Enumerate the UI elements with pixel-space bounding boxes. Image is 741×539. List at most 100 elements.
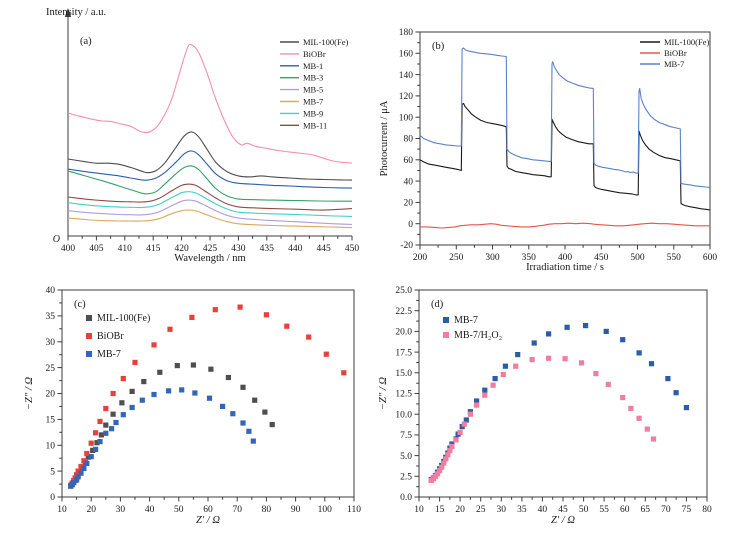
series-line bbox=[67, 43, 353, 164]
panel-letter: (c) bbox=[74, 299, 86, 310]
chart-panel-d: 10 15 20 25 30 35 40 45 50 55 60 65 70 75 80 0.0 2.5 5.0 7… bbox=[378, 286, 712, 526]
x-tick-label: 250 bbox=[449, 253, 464, 263]
data-point bbox=[84, 450, 90, 457]
data-point bbox=[628, 405, 634, 411]
y-axis-label: −Z″ / Ω bbox=[24, 377, 35, 410]
data-point bbox=[81, 465, 87, 472]
data-point bbox=[166, 388, 172, 394]
x-axis-label: Z′ / Ω bbox=[196, 515, 220, 526]
data-point bbox=[110, 390, 116, 397]
x-tick-label: 80 bbox=[262, 505, 272, 515]
data-point bbox=[103, 430, 109, 436]
legend-label: MB-7 bbox=[303, 97, 323, 107]
data-point bbox=[139, 397, 145, 403]
data-point bbox=[263, 312, 269, 318]
data-point bbox=[93, 430, 99, 436]
x-tick-label: 300 bbox=[485, 253, 500, 263]
x-tick-label: 50 bbox=[579, 505, 589, 515]
data-point bbox=[262, 409, 268, 415]
y-tick-label: 100 bbox=[399, 113, 414, 123]
y-tick-label: 15.0 bbox=[395, 369, 412, 379]
data-point bbox=[482, 392, 488, 398]
data-point bbox=[190, 362, 196, 368]
data-point bbox=[434, 471, 441, 477]
y-tick-label: 20 bbox=[404, 199, 414, 209]
y-tick-label: 7.5 bbox=[400, 431, 412, 441]
legend-label: MIL-100(Fe) bbox=[303, 37, 348, 47]
x-tick-label: 10 bbox=[414, 505, 424, 515]
data-point bbox=[500, 371, 506, 378]
data-point bbox=[225, 374, 231, 381]
x-tick-label: 110 bbox=[347, 505, 361, 515]
x-tick-label: 40 bbox=[145, 505, 155, 515]
data-point bbox=[167, 326, 173, 332]
x-tick-label: 405 bbox=[89, 244, 104, 254]
data-point bbox=[564, 324, 570, 330]
legend-swatch-square bbox=[86, 315, 92, 321]
data-point bbox=[90, 447, 96, 453]
chart-panel-c: 10 20 30 40 50 60 70 80 90 100 110 0 5 10 15 20 25 30 35 40… bbox=[24, 286, 361, 526]
data-point bbox=[449, 443, 455, 450]
data-point bbox=[240, 420, 246, 426]
series-line bbox=[67, 209, 353, 229]
legend-label: MB-7 bbox=[97, 349, 121, 360]
y-tick-label: 40 bbox=[46, 286, 56, 296]
legend-label: MB-11 bbox=[303, 120, 327, 130]
data-point bbox=[636, 415, 642, 421]
data-point bbox=[673, 390, 679, 396]
y-tick-label: 22.5 bbox=[395, 307, 412, 317]
y-tick-label: 35 bbox=[46, 312, 56, 322]
data-point bbox=[447, 448, 453, 454]
x-tick-label: 15 bbox=[435, 505, 445, 515]
y-tick-label: 180 bbox=[399, 28, 414, 38]
x-tick-label: 450 bbox=[345, 244, 360, 254]
series-line bbox=[67, 131, 353, 181]
data-point bbox=[515, 352, 521, 358]
x-tick-label: 40 bbox=[538, 505, 548, 515]
data-point bbox=[85, 454, 91, 460]
data-point bbox=[151, 391, 157, 398]
y-axis-arrow bbox=[64, 8, 72, 17]
y-tick-label: 17.5 bbox=[395, 348, 412, 358]
data-point bbox=[120, 375, 126, 382]
origin-label: O bbox=[53, 234, 60, 245]
x-tick-label: 550 bbox=[667, 253, 682, 263]
legend-label: MB-1 bbox=[303, 61, 323, 71]
y-tick-label: 25.0 bbox=[395, 286, 412, 296]
data-point bbox=[81, 458, 87, 464]
data-point bbox=[110, 411, 116, 417]
y-tick-label: 160 bbox=[399, 50, 414, 60]
panel-letter: (d) bbox=[431, 299, 444, 310]
legend-label: MIL-100(Fe) bbox=[664, 37, 709, 47]
y-tick-label: 30 bbox=[46, 338, 56, 348]
panel-letter: (a) bbox=[80, 36, 92, 47]
x-tick-label: 35 bbox=[517, 505, 527, 515]
data-point bbox=[463, 417, 469, 423]
x-tick-label: 10 bbox=[57, 505, 67, 515]
series-line bbox=[67, 191, 353, 217]
x-tick-label: 75 bbox=[682, 505, 692, 515]
data-point bbox=[583, 323, 589, 329]
data-point bbox=[230, 411, 236, 417]
data-point bbox=[103, 422, 109, 428]
x-tick-label: 440 bbox=[288, 244, 303, 254]
panel-letter: (b) bbox=[432, 41, 445, 52]
data-point bbox=[103, 405, 109, 412]
y-tick-label: 15 bbox=[46, 416, 56, 426]
data-point bbox=[94, 440, 100, 446]
y-tick-label: 0.0 bbox=[400, 493, 412, 503]
legend-label: MB-7/H₂O₂ bbox=[454, 330, 502, 341]
data-point bbox=[74, 477, 80, 483]
chart-panel-b: 200 250 300 350 400 450 500 550 600 -20 0 20 40 60 80 1… bbox=[379, 28, 717, 273]
x-axis-label: Irradiation time / s bbox=[526, 262, 604, 273]
data-point bbox=[212, 307, 218, 313]
data-point bbox=[84, 460, 90, 466]
x-tick-label: 435 bbox=[260, 244, 275, 254]
x-tick-label: 20 bbox=[86, 505, 96, 515]
x-tick-label: 400 bbox=[558, 253, 573, 263]
y-tick-label: 60 bbox=[404, 156, 414, 166]
data-point bbox=[98, 432, 104, 438]
data-point bbox=[97, 418, 103, 424]
y-tick-label: 25 bbox=[46, 364, 56, 374]
data-point bbox=[206, 395, 213, 401]
